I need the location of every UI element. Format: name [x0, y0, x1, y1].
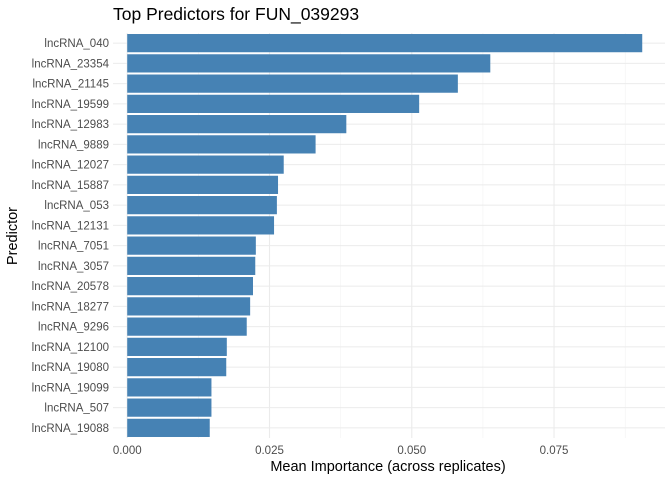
bar	[127, 115, 347, 134]
y-axis-title: Predictor	[5, 207, 21, 265]
bar	[127, 175, 279, 194]
y-tick-label: lncRNA_18277	[32, 301, 109, 313]
x-tick-label: 0.000	[113, 445, 142, 457]
bar	[127, 94, 420, 113]
bar	[127, 236, 256, 255]
y-tick-label: lncRNA_19080	[32, 362, 109, 374]
y-tick-label: lncRNA_9296	[38, 322, 109, 334]
y-tick-label: lncRNA_12100	[32, 342, 109, 354]
y-tick-label: lncRNA_23354	[32, 58, 110, 70]
x-axis-title: Mean Importance (across replicates)	[270, 459, 505, 475]
y-tick-label: lncRNA_19599	[32, 99, 109, 111]
grid	[113, 33, 665, 438]
bar	[127, 418, 210, 437]
bar	[127, 337, 227, 356]
y-tick-label: lncRNA_19099	[32, 382, 109, 394]
x-tick-labels: 0.000 0.025 0.050 0.075	[113, 445, 569, 457]
y-tick-label: lncRNA_15887	[32, 180, 109, 192]
y-tick-label: lncRNA_507	[44, 403, 109, 415]
x-tick-label: 0.025	[255, 445, 284, 457]
bar	[127, 317, 247, 336]
bar	[127, 196, 277, 215]
y-tick-labels: lncRNA_040 lncRNA_23354 lncRNA_21145 lncRNA…	[32, 38, 110, 435]
y-tick-label: lncRNA_053	[44, 200, 109, 212]
y-tick-label: lncRNA_12027	[32, 160, 109, 172]
bar	[127, 34, 643, 53]
bar	[127, 54, 491, 73]
y-tick-label: lncRNA_3057	[38, 261, 109, 273]
bar	[127, 277, 253, 296]
bar	[127, 155, 284, 174]
y-tick-label: lncRNA_12983	[32, 119, 109, 131]
y-tick-label: lncRNA_20578	[32, 281, 109, 293]
x-tick-label: 0.075	[540, 445, 569, 457]
bar	[127, 216, 275, 235]
bar	[127, 398, 212, 417]
y-tick-label: lncRNA_12131	[32, 220, 109, 232]
y-tick-label: lncRNA_7051	[38, 241, 109, 253]
y-tick-label: lncRNA_9889	[38, 139, 109, 151]
bar	[127, 358, 227, 377]
bar	[127, 378, 212, 397]
bar	[127, 74, 458, 93]
x-tick-label: 0.050	[397, 445, 426, 457]
bar	[127, 297, 251, 316]
bar	[127, 256, 256, 275]
y-tick-label: lncRNA_19088	[32, 423, 109, 435]
y-tick-label: lncRNA_21145	[32, 79, 109, 91]
chart-title: Top Predictors for FUN_039293	[113, 4, 359, 25]
y-tick-label: lncRNA_040	[44, 38, 109, 50]
bars	[127, 34, 643, 437]
bar	[127, 135, 316, 154]
